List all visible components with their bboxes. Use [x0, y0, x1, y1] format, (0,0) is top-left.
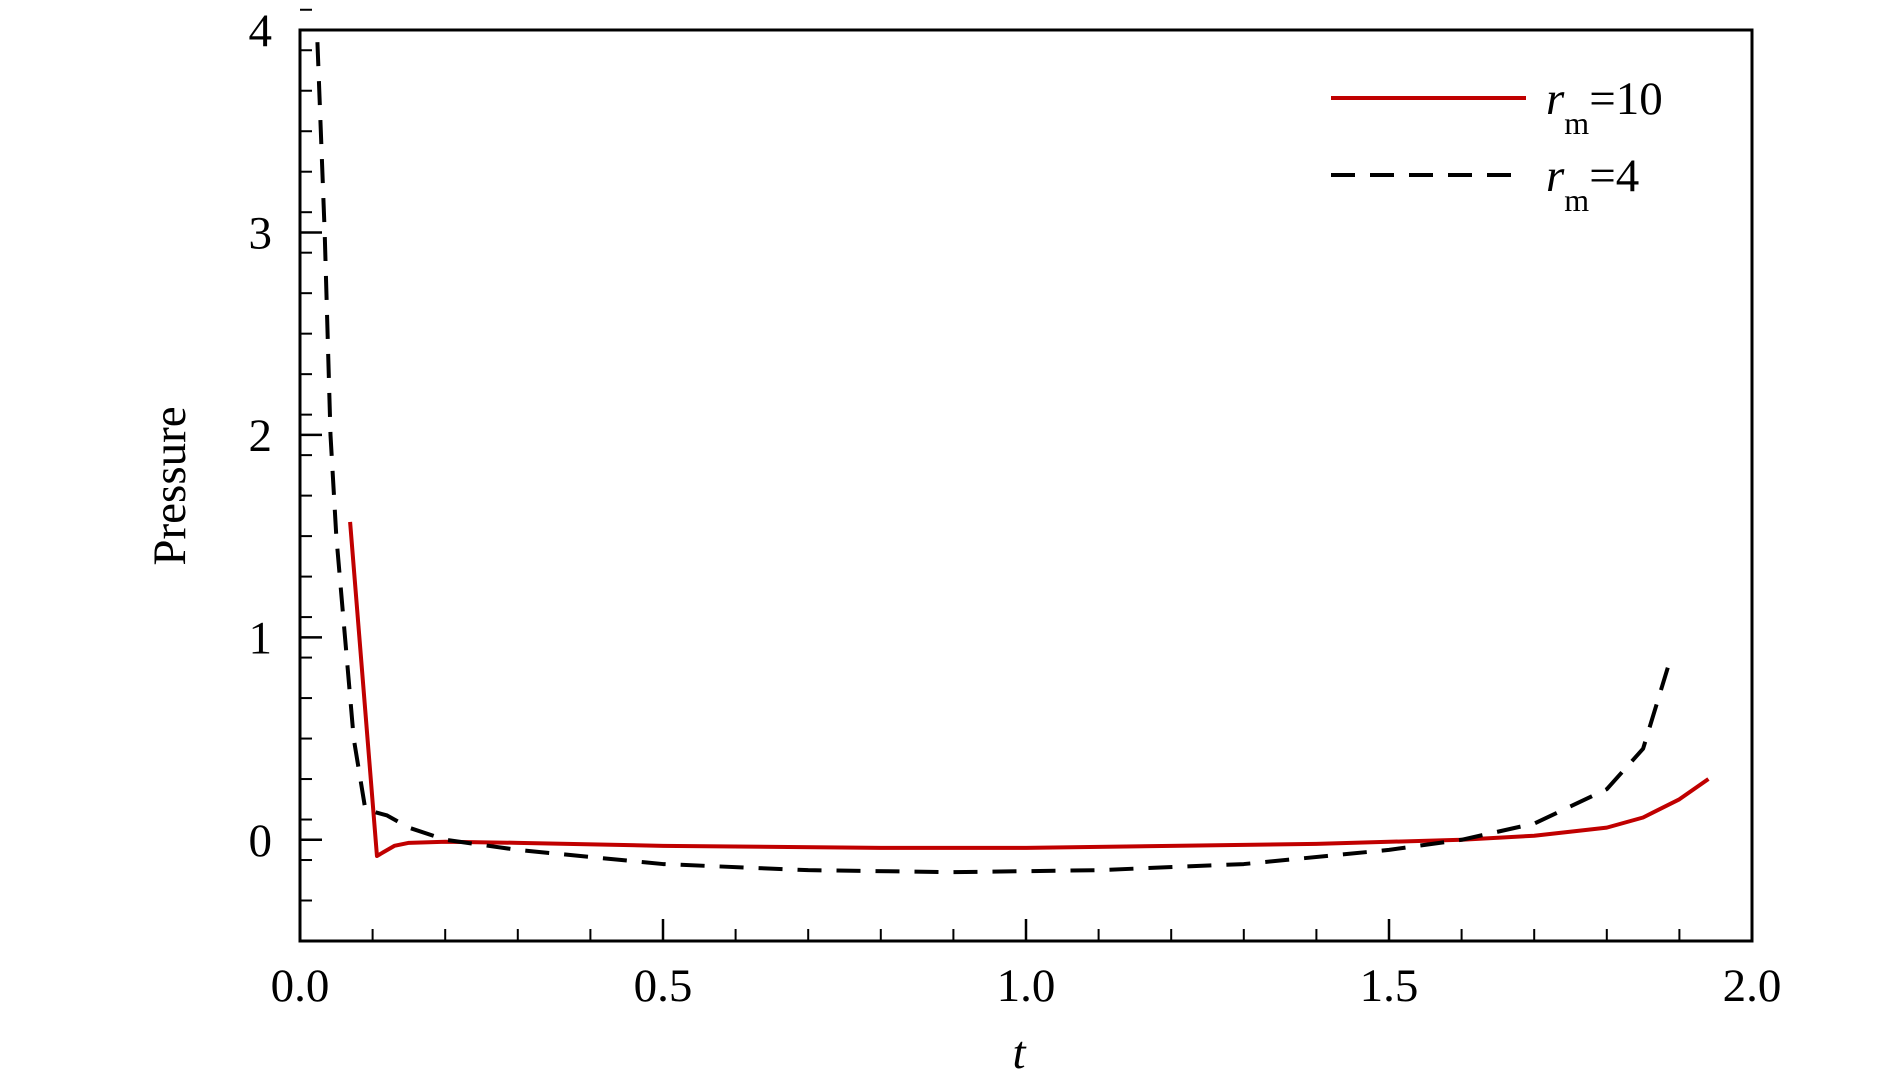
plot-frame [298, 28, 1754, 943]
y-tick-label: 0 [249, 815, 273, 867]
data-line [348, 521, 1710, 858]
legend-label: rm=4 [1546, 150, 1639, 218]
x-tick-label: 1.0 [997, 960, 1056, 1012]
x-tick-label: 2.0 [1723, 960, 1782, 1012]
x-tick-label: 0.5 [634, 960, 693, 1012]
y-axis-label: Pressure [144, 406, 196, 565]
y-tick-label: 1 [249, 612, 273, 664]
y-tick-label: 3 [249, 207, 273, 259]
legend-label: rm=10 [1546, 73, 1663, 141]
data-line [315, 42, 1670, 875]
x-tick-label: 0.0 [271, 960, 330, 1012]
x-axis-label: t [1012, 1027, 1026, 1078]
y-tick-label: 2 [249, 410, 273, 462]
y-tick-label: 4 [249, 5, 273, 57]
x-tick-label: 1.5 [1360, 960, 1419, 1012]
